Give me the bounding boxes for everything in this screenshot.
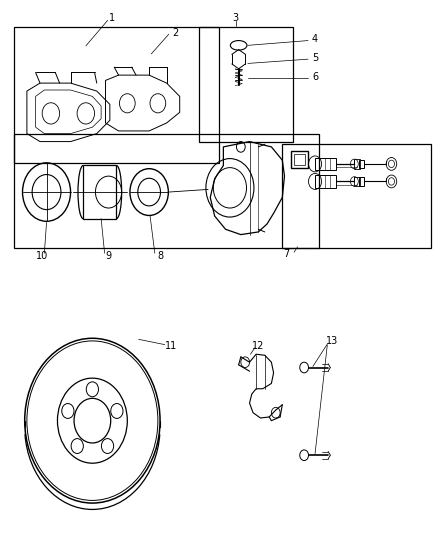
Bar xyxy=(14,27,219,163)
Bar xyxy=(199,27,293,142)
Text: 6: 6 xyxy=(312,72,318,82)
Text: 2: 2 xyxy=(172,28,178,38)
Bar xyxy=(359,177,364,185)
Text: 10: 10 xyxy=(36,251,48,261)
Text: 12: 12 xyxy=(252,341,265,351)
Bar xyxy=(354,176,360,186)
Bar xyxy=(283,144,431,248)
Text: 11: 11 xyxy=(165,341,177,351)
Bar xyxy=(83,165,117,219)
Bar xyxy=(315,158,336,170)
Text: 5: 5 xyxy=(312,53,318,63)
Bar xyxy=(291,151,307,168)
Text: 1: 1 xyxy=(109,13,115,23)
Text: 9: 9 xyxy=(106,251,112,261)
Bar xyxy=(293,154,305,165)
Text: 8: 8 xyxy=(157,251,163,261)
Bar xyxy=(14,134,319,248)
Text: 13: 13 xyxy=(326,336,339,346)
Bar xyxy=(354,159,360,168)
Text: 3: 3 xyxy=(233,13,239,23)
Text: 4: 4 xyxy=(312,34,318,44)
Bar xyxy=(359,160,364,168)
Bar xyxy=(315,175,336,188)
Text: 7: 7 xyxy=(283,249,290,259)
